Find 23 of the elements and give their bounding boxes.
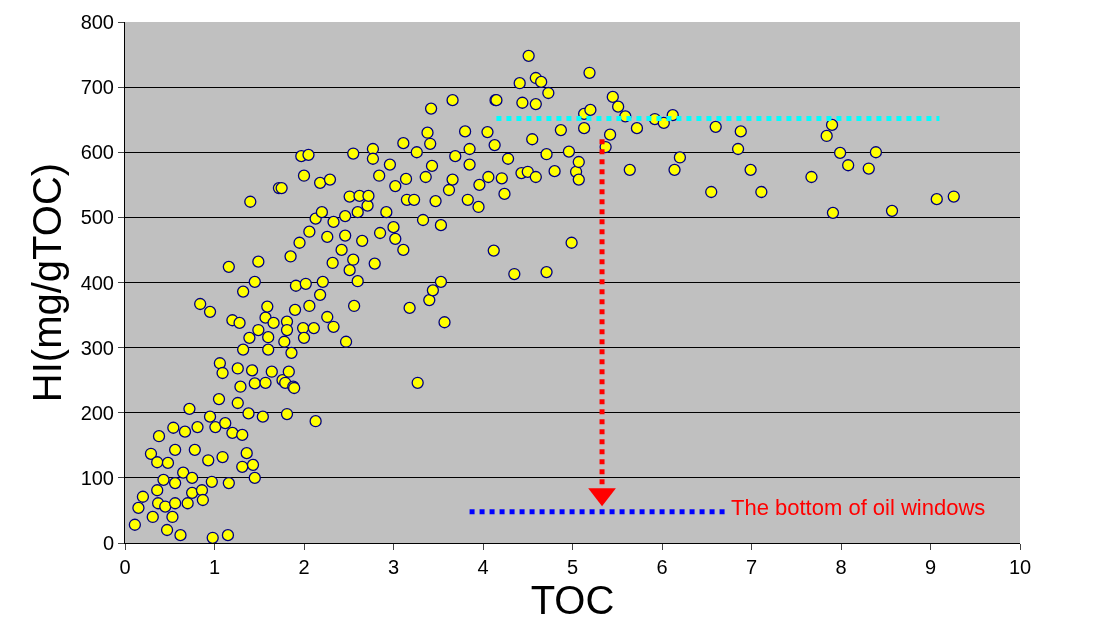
y-tick-label: 0 [102, 532, 114, 554]
x-tick-label: 9 [924, 556, 937, 578]
x-tick-label: 3 [387, 556, 400, 578]
x-tick-label: 7 [745, 556, 758, 578]
x-tick-label: 10 [1008, 556, 1032, 578]
y-tick-label: 400 [80, 271, 114, 294]
y-tick-label: 700 [80, 76, 114, 99]
x-tick-label: 0 [119, 556, 131, 578]
x-tick-label: 8 [835, 556, 847, 578]
y-axis-title: HI(mg/gTOC) [25, 162, 70, 403]
x-tick-label: 6 [656, 556, 668, 578]
x-tick-label: 4 [477, 556, 489, 578]
y-tick-label: 500 [80, 206, 114, 229]
x-tick-label: 2 [298, 556, 310, 578]
y-tick-label: 100 [80, 466, 114, 489]
annotation: The bottom of oil windows [731, 495, 986, 520]
x-tick-label: 1 [208, 556, 221, 578]
x-axis-title: TOC [530, 578, 615, 622]
y-tick-label: 800 [80, 11, 114, 33]
y-tick-label: 200 [80, 401, 114, 424]
y-tick-label: 600 [80, 141, 114, 164]
y-tick-label: 300 [80, 336, 114, 359]
x-tick-label: 5 [566, 556, 579, 578]
